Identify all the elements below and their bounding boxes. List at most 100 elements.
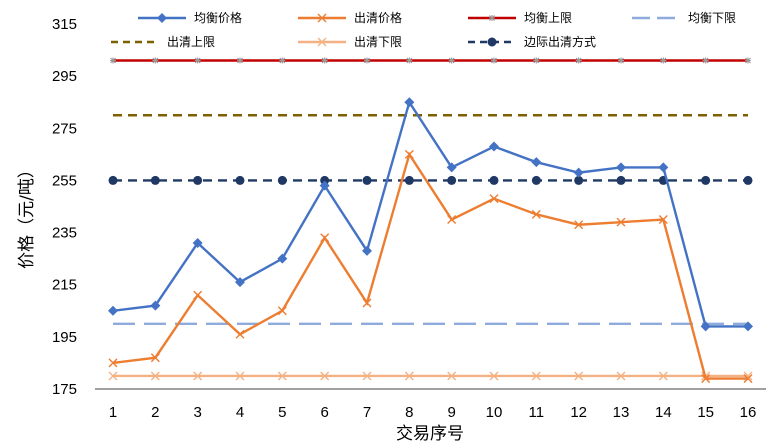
- x-tick-label: 1: [109, 404, 117, 421]
- data-point: [235, 329, 245, 339]
- data-point: [531, 157, 542, 168]
- data-point: [110, 57, 116, 64]
- data-point: [277, 253, 288, 264]
- y-tick-label: 295: [52, 68, 77, 85]
- data-point: [575, 57, 582, 64]
- data-point: [447, 215, 457, 225]
- data-point: [743, 321, 753, 332]
- data-point: [279, 57, 286, 64]
- x-tick-label: 7: [363, 404, 371, 421]
- legend-marker: [157, 13, 167, 23]
- y-tick-label: 315: [52, 16, 77, 33]
- legend-item: 出清价格: [298, 10, 402, 25]
- y-tick-label: 235: [52, 225, 77, 242]
- data-point: [489, 141, 499, 152]
- x-tick-label: 9: [447, 404, 455, 421]
- y-axis-ticks: 175 195 215 235 255 275 295 315: [52, 16, 77, 398]
- legend-marker: [317, 13, 327, 23]
- legend-marker: [489, 15, 495, 21]
- x-tick-label: 3: [193, 404, 201, 421]
- data-point: [235, 277, 245, 288]
- data-point: [237, 57, 243, 64]
- x-tick-label: 8: [405, 404, 413, 421]
- data-point: [491, 57, 497, 64]
- data-point: [616, 217, 626, 227]
- data-point: [616, 162, 626, 173]
- x-tick-label: 6: [320, 404, 328, 421]
- data-point: [108, 371, 118, 381]
- data-point: [574, 175, 584, 185]
- legend-label: 出清下限: [354, 35, 402, 49]
- data-point: [743, 175, 753, 185]
- data-point: [150, 300, 161, 311]
- data-point: [489, 175, 499, 185]
- data-point: [660, 57, 667, 64]
- series-e8beb9e99985e587bae6b885: [108, 175, 753, 185]
- legend-label: 边际出清方式: [524, 34, 596, 49]
- series-line: [112, 99, 748, 328]
- data-point: [573, 167, 584, 178]
- series-e587bae6b885e4bbb7e6a0bc: [108, 149, 753, 384]
- x-axis-title: 交易序号: [396, 424, 464, 444]
- data-point: [574, 371, 584, 381]
- data-point: [489, 194, 499, 204]
- data-point: [446, 162, 457, 173]
- y-tick-label: 255: [52, 172, 77, 189]
- data-point: [319, 180, 330, 191]
- legend-item: 边际出清方式: [468, 34, 596, 49]
- data-point: [658, 162, 669, 173]
- data-point: [701, 374, 711, 384]
- data-point: [531, 209, 541, 219]
- x-tick-label: 12: [570, 404, 587, 421]
- data-point: [235, 175, 245, 185]
- series-e59d87e8a1a1e4bbb7e6a0bc: [108, 97, 753, 332]
- data-point: [700, 321, 711, 332]
- data-point: [277, 371, 287, 381]
- data-point: [658, 371, 668, 381]
- x-tick-label: 2: [151, 404, 159, 421]
- data-point: [406, 57, 413, 64]
- legend-label: 均衡下限: [688, 11, 736, 25]
- x-tick-label: 4: [236, 404, 244, 421]
- data-point: [194, 57, 201, 64]
- data-point: [193, 371, 203, 381]
- data-point: [533, 57, 540, 64]
- data-point: [616, 371, 626, 381]
- data-point: [193, 290, 203, 300]
- data-point: [277, 175, 287, 185]
- x-tick-label: 15: [697, 404, 714, 421]
- data-point: [743, 374, 753, 384]
- series-line: [112, 151, 748, 380]
- data-point: [321, 57, 328, 64]
- data-point: [658, 215, 668, 225]
- series-e587bae6b885e4b88be99990: [108, 371, 753, 381]
- data-point: [150, 371, 160, 381]
- data-point: [108, 358, 118, 368]
- data-point: [447, 175, 457, 185]
- data-point: [192, 238, 203, 248]
- y-tick-label: 215: [52, 277, 77, 294]
- x-tick-label: 13: [613, 404, 630, 421]
- legend-item: 均衡下限: [632, 11, 736, 25]
- x-tick-label: 5: [278, 404, 286, 421]
- data-point: [362, 298, 372, 308]
- x-tick-label: 10: [486, 404, 503, 421]
- data-point: [362, 175, 372, 185]
- data-point: [616, 175, 626, 185]
- legend-marker: [487, 37, 497, 47]
- data-point: [489, 371, 499, 381]
- data-point: [404, 371, 414, 381]
- data-point: [193, 175, 203, 185]
- data-point: [150, 175, 160, 185]
- y-tick-label: 175: [52, 381, 77, 398]
- data-point: [404, 149, 414, 159]
- data-point: [531, 175, 541, 185]
- data-point: [701, 175, 711, 185]
- legend-item: 出清上限: [111, 35, 215, 49]
- legend-label: 均衡价格: [194, 10, 242, 25]
- data-point: [152, 57, 159, 64]
- data-point: [618, 57, 624, 64]
- x-axis-ticks: 1 2 3 4 5 6 7 8 9 10 11 12 13 14 15 16: [109, 404, 757, 421]
